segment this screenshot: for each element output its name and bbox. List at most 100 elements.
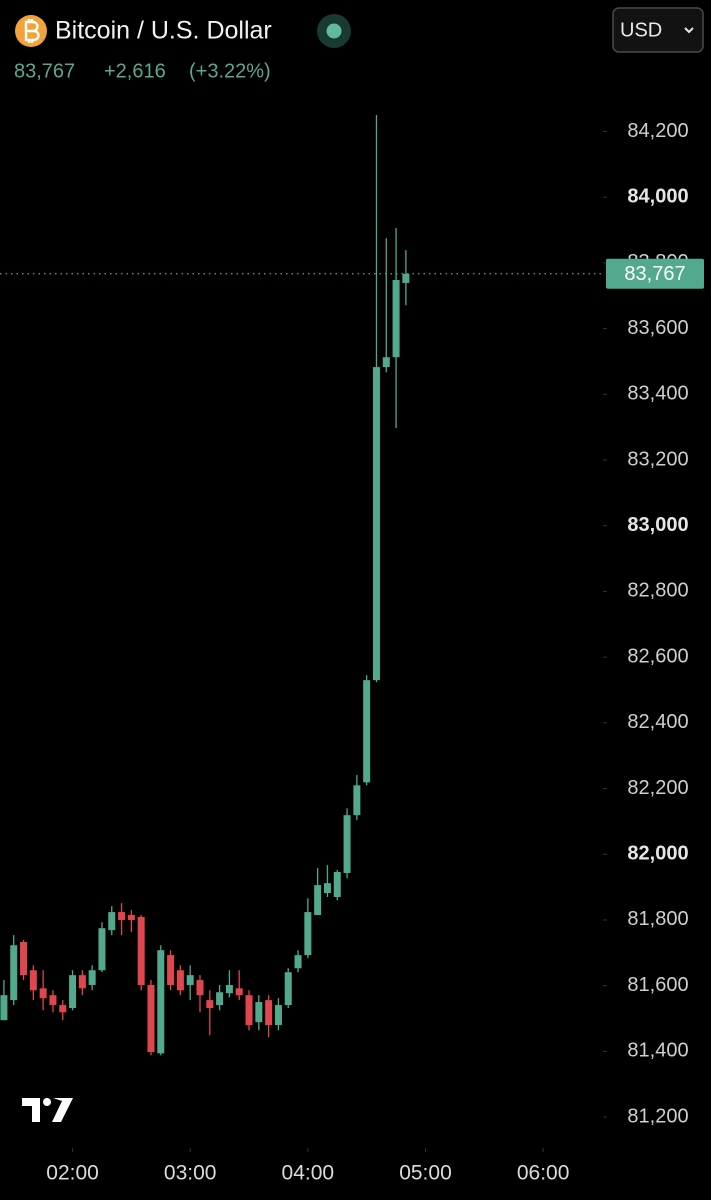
candle-body	[323, 883, 331, 894]
candle	[127, 910, 135, 933]
candle	[49, 990, 57, 1013]
candle-body	[108, 912, 116, 931]
candle	[372, 115, 380, 683]
candle-body	[314, 885, 322, 916]
currency-label[interactable]: USD	[620, 19, 662, 41]
y-tick-label: 83,600	[627, 317, 688, 339]
candle-body	[392, 280, 400, 358]
candle-body	[255, 1002, 263, 1023]
y-tick-label: 84,000	[627, 186, 688, 208]
candle-body	[98, 928, 106, 971]
candle	[255, 995, 263, 1031]
candle-body	[294, 955, 302, 969]
last-price: 83,767	[14, 60, 75, 82]
candle	[0, 980, 8, 1021]
candle-body	[206, 1000, 214, 1009]
y-tick-label: 81,400	[627, 1040, 688, 1062]
candle	[294, 950, 302, 973]
candle-body	[78, 975, 86, 989]
candle-body	[147, 985, 155, 1053]
candle-body	[20, 941, 28, 976]
candle	[402, 250, 410, 306]
candle-body	[29, 970, 37, 991]
candle	[265, 995, 273, 1038]
candle-body	[137, 917, 145, 986]
candle-body	[216, 992, 224, 1006]
candle	[29, 965, 37, 1001]
y-tick-label: 81,800	[627, 908, 688, 930]
y-tick-label: 84,200	[627, 120, 688, 142]
candle-body	[372, 367, 380, 681]
y-tick-label: 83,200	[627, 448, 688, 470]
candle	[333, 870, 341, 901]
y-tick-label: 83,400	[627, 383, 688, 405]
candle	[88, 965, 96, 991]
candle	[284, 968, 292, 1009]
candle	[206, 990, 214, 1036]
candle	[20, 940, 28, 981]
candle	[216, 985, 224, 1011]
candle-body	[186, 975, 194, 986]
candle-body	[127, 915, 135, 920]
candle-body	[304, 912, 312, 956]
candle	[343, 808, 351, 879]
candle	[39, 970, 47, 1011]
candle-body	[10, 945, 18, 1001]
candle-body	[196, 980, 204, 996]
x-tick-label: 02:00	[46, 1162, 99, 1185]
candle-body	[265, 1000, 273, 1026]
candle	[157, 945, 165, 1056]
candle	[304, 898, 312, 959]
candle-body	[0, 995, 8, 1021]
candle	[176, 965, 184, 996]
candle-body	[39, 988, 47, 999]
currency-select[interactable]: USD	[612, 7, 704, 53]
candle	[245, 990, 253, 1031]
last-price-badge	[606, 258, 704, 289]
candle-body	[157, 950, 165, 1054]
last-price-badge-label: 83,767	[624, 263, 685, 285]
candle	[196, 975, 204, 1013]
candle	[10, 935, 18, 1006]
candle	[147, 980, 155, 1056]
currency-select-box[interactable]	[612, 7, 704, 53]
chevron	[684, 27, 694, 34]
candle	[137, 915, 145, 991]
candle-body	[118, 912, 126, 920]
candle	[186, 965, 194, 1001]
candle	[225, 970, 233, 998]
x-tick-label: 03:00	[164, 1162, 217, 1185]
candle	[118, 903, 126, 936]
x-tick-label: 04:00	[282, 1162, 335, 1185]
symbol-title: Bitcoin / U.S. Dollar	[55, 17, 272, 45]
candle	[59, 1000, 67, 1021]
logo-v	[52, 1098, 73, 1122]
y-tick-label: 81,200	[627, 1105, 688, 1127]
candle-body	[225, 985, 233, 994]
candle-body	[343, 815, 351, 873]
candle-body	[88, 970, 96, 986]
price-change: +2,616	[104, 60, 166, 82]
candle-body	[402, 273, 410, 283]
plot-area	[0, 115, 607, 1152]
candle	[323, 865, 331, 897]
y-tick-label: 82,600	[627, 645, 688, 667]
candle	[363, 675, 371, 786]
candle-body	[176, 970, 184, 991]
candle-body	[333, 872, 341, 897]
candle-body	[235, 988, 243, 996]
candle	[353, 775, 361, 821]
candle	[78, 970, 86, 996]
y-tick-label: 82,200	[627, 777, 688, 799]
candle-body	[49, 995, 57, 1006]
candle	[69, 970, 77, 1011]
bitcoin-glyph	[24, 19, 40, 43]
y-tick-label: 83,000	[627, 514, 688, 536]
candle-body	[167, 955, 175, 986]
candle	[235, 970, 243, 1001]
candle-body	[59, 1005, 67, 1013]
candle	[98, 922, 106, 973]
candle	[167, 950, 175, 991]
